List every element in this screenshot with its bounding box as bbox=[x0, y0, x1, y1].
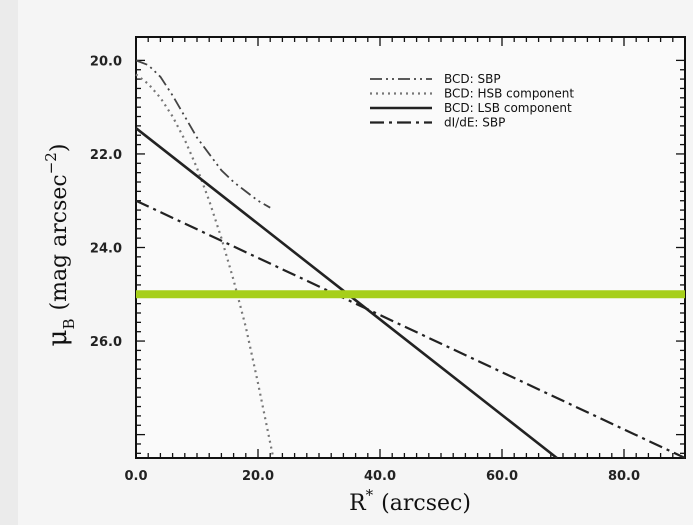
x-axis-title-unit: (arcsec) bbox=[381, 491, 471, 516]
y-tick-label: 24.0 bbox=[90, 242, 122, 257]
x-axis-title-sup: * bbox=[366, 486, 374, 504]
y-axis-title-sub: B bbox=[60, 319, 78, 330]
y-axis-title-unit: (mag arcsec bbox=[47, 174, 72, 310]
x-tick-label: 40.0 bbox=[364, 469, 396, 484]
y-axis-title-close: ) bbox=[47, 144, 72, 153]
x-axis-title-main: R bbox=[349, 491, 367, 516]
y-tick-label: 20.0 bbox=[90, 54, 122, 69]
y-tick-label: 22.0 bbox=[90, 148, 122, 163]
x-tick-label: 60.0 bbox=[486, 469, 518, 484]
y-tick-label: 26.0 bbox=[90, 335, 122, 350]
x-tick-label: 0.0 bbox=[124, 469, 147, 484]
y-axis-title: μB (mag arcsec−2) bbox=[42, 144, 78, 347]
legend-label-3: BCD: LSB component bbox=[444, 101, 572, 115]
x-tick-label: 20.0 bbox=[242, 469, 274, 484]
legend-label-1: BCD: SBP bbox=[444, 72, 501, 86]
legend-label-4: dI/dE: SBP bbox=[444, 116, 505, 130]
x-tick-label: 80.0 bbox=[608, 469, 640, 484]
y-axis-title-mu: μ bbox=[43, 330, 73, 347]
legend-label-2: BCD: HSB component bbox=[444, 87, 574, 101]
left-border-strip bbox=[0, 0, 18, 525]
x-axis-title: R* (arcsec) bbox=[349, 486, 471, 516]
y-axis-title-exp: −2 bbox=[42, 152, 60, 174]
x-tick-labels: 0.0 20.0 40.0 60.0 80.0 bbox=[124, 469, 640, 484]
y-tick-labels: 20.0 22.0 24.0 26.0 bbox=[90, 54, 122, 350]
series-line-4 bbox=[135, 199, 686, 459]
series-line-2 bbox=[135, 73, 275, 459]
plot-frame bbox=[135, 36, 686, 459]
series-line-1 bbox=[135, 59, 271, 209]
